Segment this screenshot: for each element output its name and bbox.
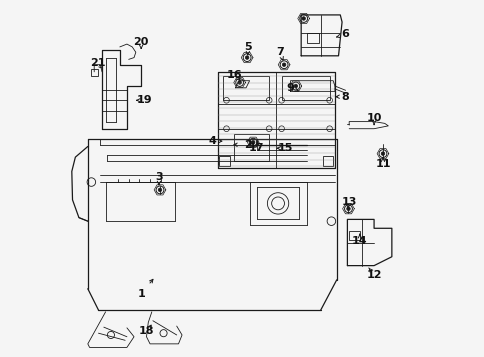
- Bar: [233, 134, 269, 161]
- Text: 7: 7: [275, 47, 283, 57]
- Circle shape: [238, 81, 241, 84]
- Text: 4: 4: [208, 136, 216, 146]
- Circle shape: [245, 56, 248, 59]
- Text: 5: 5: [243, 42, 251, 52]
- Text: 3: 3: [155, 172, 163, 182]
- Circle shape: [158, 188, 162, 192]
- Text: 11: 11: [375, 159, 390, 169]
- Bar: [348, 231, 359, 240]
- Bar: [281, 76, 329, 100]
- Text: 8: 8: [341, 92, 349, 102]
- Text: 14: 14: [351, 236, 367, 246]
- Circle shape: [293, 84, 297, 88]
- Bar: [91, 69, 98, 76]
- Bar: [306, 34, 318, 43]
- Circle shape: [282, 63, 285, 66]
- Text: 15: 15: [277, 143, 292, 153]
- Bar: [219, 156, 229, 166]
- Text: 6: 6: [341, 30, 349, 40]
- Text: 17: 17: [248, 143, 264, 153]
- Text: 19: 19: [136, 95, 152, 105]
- Text: 9: 9: [286, 83, 294, 93]
- Circle shape: [301, 17, 305, 20]
- Bar: [223, 76, 269, 100]
- Bar: [250, 139, 256, 146]
- Text: 21: 21: [90, 58, 105, 68]
- Text: 2: 2: [243, 140, 251, 150]
- Circle shape: [251, 140, 255, 144]
- Text: 13: 13: [341, 197, 356, 207]
- Text: 16: 16: [227, 70, 242, 80]
- Text: 1: 1: [137, 289, 145, 299]
- Text: 12: 12: [365, 270, 381, 280]
- Text: 18: 18: [138, 326, 154, 336]
- Circle shape: [380, 152, 384, 155]
- Text: 10: 10: [365, 113, 381, 123]
- Text: 20: 20: [133, 36, 149, 47]
- Bar: [322, 156, 333, 166]
- Circle shape: [346, 207, 349, 211]
